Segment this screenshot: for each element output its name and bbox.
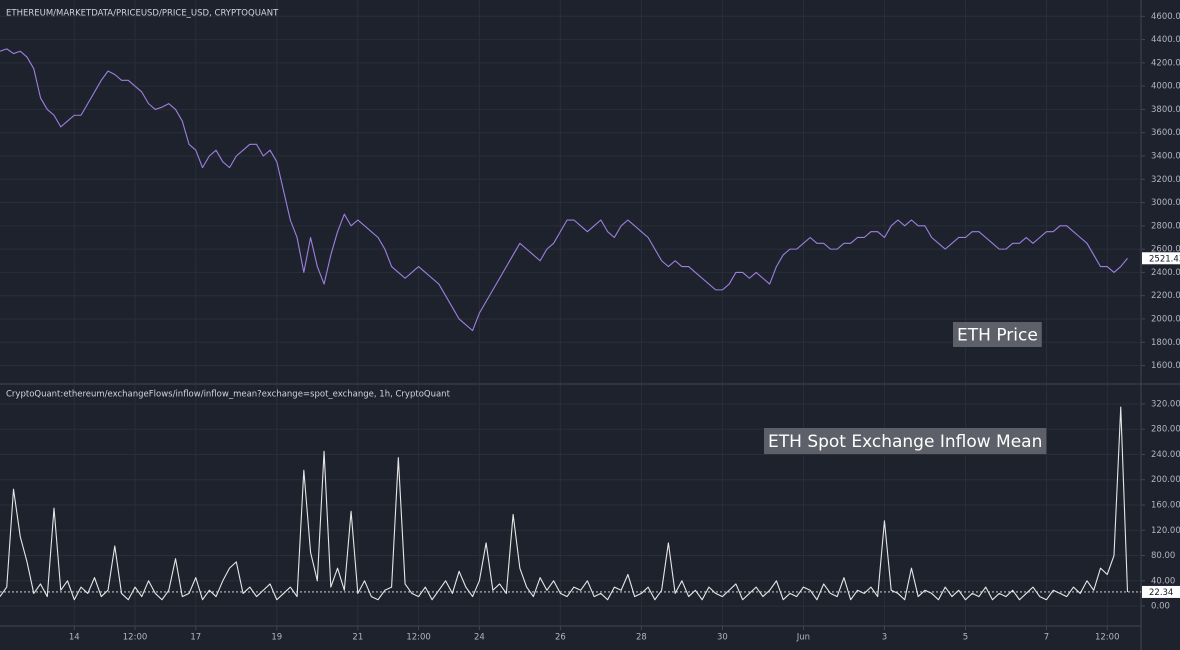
x-tick-label: 19 — [271, 633, 282, 643]
x-tick-label: 14 — [69, 633, 80, 643]
annotation: ETH Price — [957, 326, 1038, 346]
y-tick-label: 240.00 — [1151, 450, 1180, 460]
y-tick-label: 2600.00 — [1151, 245, 1180, 255]
y-tick-label: 1800.00 — [1151, 338, 1180, 348]
x-tick-label: 17 — [190, 633, 201, 643]
x-tick-label: 12:00 — [123, 633, 148, 643]
x-tick-label: 28 — [636, 633, 647, 643]
marks — [0, 48, 1141, 601]
y-tick-label: 120.00 — [1151, 526, 1180, 536]
annotation: ETH Spot Exchange Inflow Mean — [768, 432, 1042, 452]
pane-title: ETHEREUM/MARKETDATA/PRICEUSD/PRICE_USD, … — [6, 9, 279, 19]
y-tick-label: 160.00 — [1151, 501, 1180, 511]
series-line — [0, 48, 1128, 332]
series-line — [0, 406, 1129, 601]
y-tick-label: 320.00 — [1151, 399, 1180, 409]
y-tick-label: 200.00 — [1151, 475, 1180, 485]
x-tick-label: 12:00 — [1095, 633, 1120, 643]
labels: ETHEREUM/MARKETDATA/PRICEUSD/PRICE_USD, … — [6, 9, 1180, 643]
pane-title: CryptoQuant:ethereum/exchangeFlows/inflo… — [6, 390, 451, 400]
y-tick-label: 2000.00 — [1151, 314, 1180, 324]
x-tick-label: Jun — [796, 633, 810, 643]
y-tick-label: 1600.00 — [1151, 361, 1180, 371]
y-tick-label: 3400.00 — [1151, 151, 1180, 161]
y-tick-label: 280.00 — [1151, 425, 1180, 435]
y-tick-label: 40.00 — [1151, 576, 1175, 586]
x-tick-label: 26 — [555, 633, 566, 643]
x-tick-label: 24 — [474, 633, 485, 643]
y-tick-label: 3000.00 — [1151, 198, 1180, 208]
last-value-label: 2521.43 — [1149, 254, 1180, 264]
x-tick-label: 12:00 — [406, 633, 431, 643]
y-tick-label: 3200.00 — [1151, 175, 1180, 185]
y-tick-label: 3800.00 — [1151, 105, 1180, 115]
x-tick-label: 5 — [963, 633, 968, 643]
last-value-box — [1142, 252, 1180, 265]
y-tick-label: 0.00 — [1151, 602, 1170, 612]
y-tick-label: 4600.00 — [1151, 12, 1180, 22]
annotation-box — [953, 322, 1042, 347]
x-tick-label: 30 — [717, 633, 728, 643]
x-tick-label: 3 — [882, 633, 887, 643]
y-tick-label: 4200.00 — [1151, 58, 1180, 68]
annotation-box — [764, 428, 1047, 454]
y-tick-label: 2800.00 — [1151, 221, 1180, 231]
y-tick-label: 80.00 — [1151, 551, 1175, 561]
y-tick-label: 2200.00 — [1151, 291, 1180, 301]
y-tick-label: 2400.00 — [1151, 268, 1180, 278]
y-tick-label: 4400.00 — [1151, 35, 1180, 45]
x-tick-label: 7 — [1044, 633, 1049, 643]
last-value-label: 22.34 — [1149, 588, 1173, 598]
y-tick-label: 3600.00 — [1151, 128, 1180, 138]
last-value-box — [1142, 585, 1180, 598]
y-tick-label: 4000.00 — [1151, 82, 1180, 92]
x-tick-label: 21 — [352, 633, 363, 643]
